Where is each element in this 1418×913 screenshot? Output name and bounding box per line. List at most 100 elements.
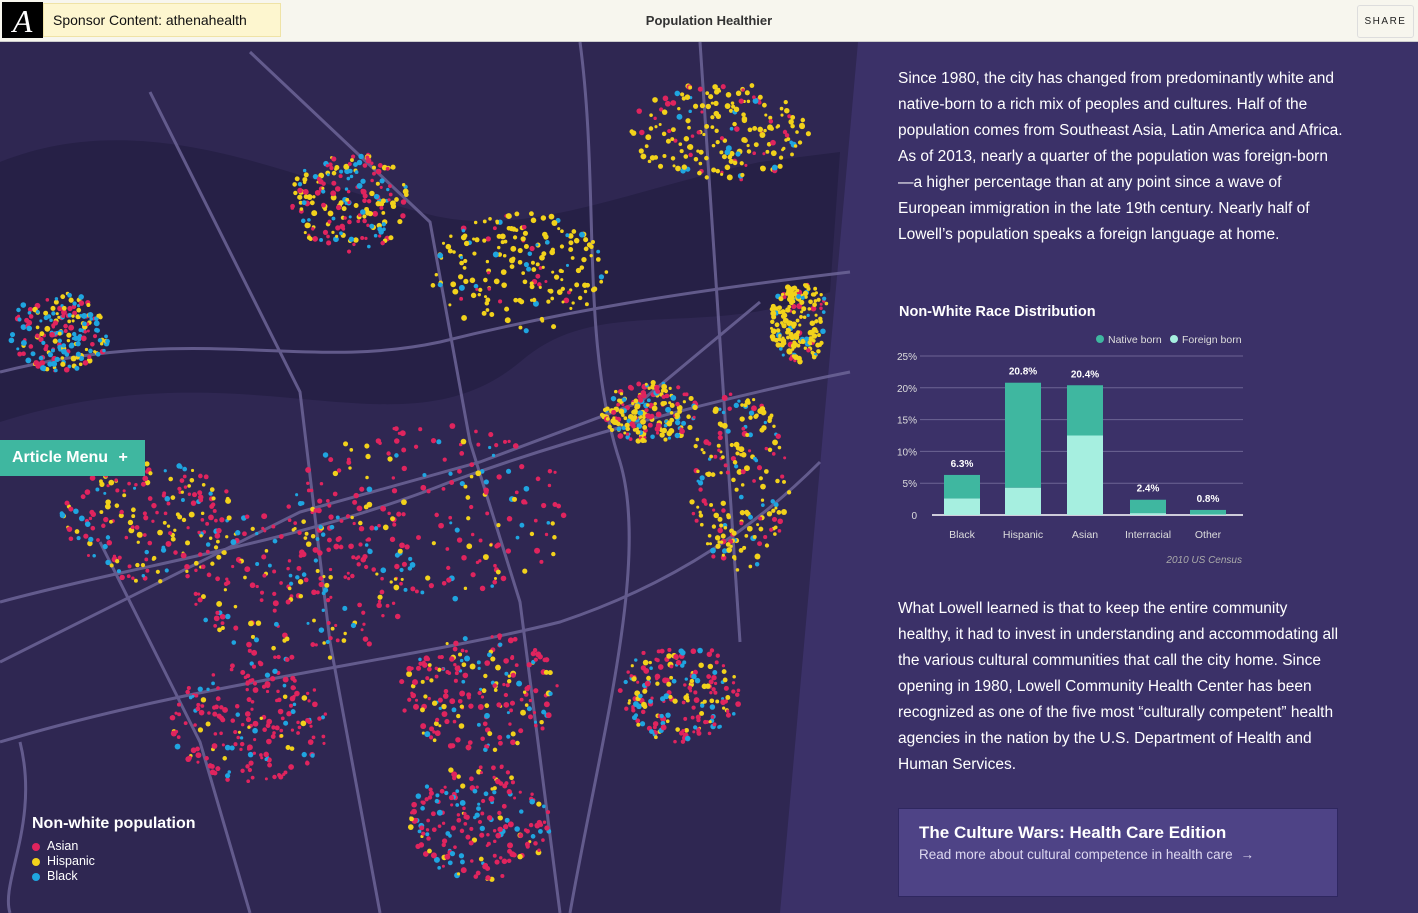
population-dot [365,155,370,160]
atlantic-logo[interactable]: A [2,2,43,39]
population-dot [772,439,778,446]
population-dot [57,338,62,343]
population-dot [449,521,453,525]
population-dot [50,348,55,353]
population-dot [266,757,272,763]
population-dot [705,91,710,96]
related-article-card[interactable]: The Culture Wars: Health Care Edition Re… [898,808,1338,897]
population-map[interactable] [0,42,870,913]
population-dot [230,663,235,669]
population-dot [504,671,509,676]
related-article-link[interactable]: Read more about cultural competence in h… [919,847,1317,862]
population-dot [211,496,216,501]
population-dot [738,98,744,104]
related-article-title[interactable]: The Culture Wars: Health Care Edition [919,823,1227,842]
population-dot [617,433,624,439]
bar-native-born[interactable] [1005,382,1041,488]
population-dot [163,469,167,473]
category-label: Asian [1072,529,1098,541]
population-dot [252,687,259,693]
population-dot [764,446,769,451]
population-dot [443,785,447,789]
population-dot [711,167,717,173]
bar-foreign-born[interactable] [1130,513,1166,515]
population-dot [206,572,212,578]
population-dot [760,503,765,508]
bar-foreign-born[interactable] [1067,435,1103,516]
bar-native-born[interactable] [1067,385,1103,436]
bar-native-born[interactable] [1190,509,1226,515]
population-dot [61,309,67,316]
population-dot [548,288,554,294]
population-dot [75,341,81,347]
population-dot [801,306,807,312]
population-dot [211,681,215,686]
population-dot [455,789,460,794]
population-dot [542,820,547,824]
population-dot [480,695,485,699]
population-dot [788,356,793,361]
population-dot [692,103,699,109]
population-dot [775,342,781,348]
population-dot [518,790,522,794]
population-dot [347,162,352,166]
share-button[interactable]: SHARE [1357,5,1414,38]
population-dot [691,673,697,680]
population-dot [693,156,699,162]
population-dot [326,537,332,543]
population-dot [318,581,324,588]
population-dot [292,694,296,699]
bar-foreign-born[interactable] [944,498,980,515]
population-dot [633,701,639,708]
population-dot [462,806,466,811]
population-dot [560,512,567,519]
population-dot [86,302,91,308]
population-dot [25,357,32,364]
population-dot [396,511,402,517]
population-dot [470,532,475,537]
population-dot [813,286,818,291]
population-dot [214,533,221,539]
population-dot [770,319,775,325]
population-dot [104,503,111,510]
population-dot [185,540,191,546]
population-dot [735,701,741,707]
population-dot [808,299,813,305]
population-dot [377,162,383,168]
population-dot [513,297,519,303]
population-dot [68,536,74,542]
population-dot [551,220,558,226]
population-dot [781,148,785,152]
population-dot [496,522,501,528]
population-dot [532,647,538,653]
population-dot [16,347,20,351]
population-dot [399,679,405,685]
population-dot [681,729,686,733]
bar-foreign-born[interactable] [1005,487,1041,515]
bar-native-born[interactable] [1130,499,1166,514]
population-dot [331,230,335,235]
population-dot [284,636,290,642]
population-dot [151,502,157,509]
population-dot [356,159,363,166]
population-dot [244,514,250,519]
population-dot [459,704,464,709]
population-dot [488,431,494,438]
population-dot [771,508,776,513]
population-dot [420,484,427,491]
population-dot [604,270,609,274]
population-dot [357,602,362,608]
population-dot [367,548,372,552]
population-dot [674,90,681,97]
population-dot [483,489,489,495]
population-dot [621,413,625,418]
population-dot [353,203,359,208]
population-dot [67,292,72,298]
bar-native-born[interactable] [944,474,980,499]
population-dot [777,529,782,533]
population-dot [654,384,660,391]
article-menu-button[interactable]: Article Menu + [0,440,145,476]
population-dot [694,677,701,684]
bar-foreign-born[interactable] [1190,514,1226,515]
population-dot [188,511,195,518]
